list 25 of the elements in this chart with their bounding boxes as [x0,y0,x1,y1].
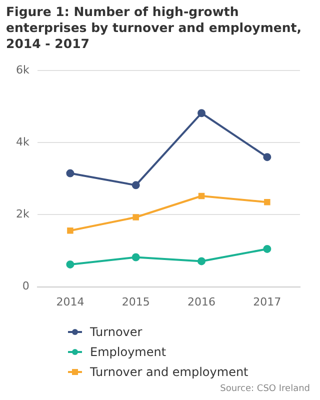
legend-label: Employment [90,345,166,359]
point [263,153,272,162]
y-tick-label: 0 [22,280,30,293]
point [198,109,206,118]
point [198,257,206,266]
source-note: Source: CSO Ireland [220,384,310,394]
x-tick-label: 2016 [188,295,216,308]
x-tick-label: 2015 [122,295,150,308]
x-tick-label: 2014 [56,295,84,308]
chart-title: Figure 1: Number of high-growth enterprises by turnover and employment, 2014 - 2017 [6,4,302,52]
point [132,253,140,262]
point [66,260,74,268]
point [132,214,139,220]
point [67,227,74,234]
x-tick-label: 2017 [253,295,282,308]
point [198,192,205,200]
y-tick-label: 4k [16,136,30,149]
y-tick-label: 2k [16,208,30,221]
legend-label: Turnover [90,325,142,339]
y-tick-label: 6k [16,63,30,76]
legend-label: Turnover and employment [90,365,248,379]
point [132,181,140,190]
point [264,199,270,206]
point [66,169,74,178]
point [263,244,272,253]
